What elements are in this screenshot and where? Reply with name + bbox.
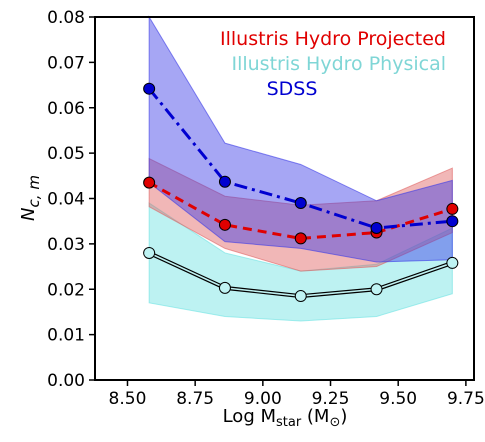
x-tick-label: 9.50 xyxy=(379,389,417,409)
x-ticks: 8.50 8.75 9.00 9.25 9.50 9.75 xyxy=(109,380,485,409)
point-illustris-hydro-projected xyxy=(143,176,156,189)
y-tick-label: 0.05 xyxy=(47,144,85,164)
point-illustris-hydro-physical xyxy=(370,283,383,296)
y-tick-label: 0.01 xyxy=(47,326,85,346)
point-illustris-hydro-projected xyxy=(294,232,307,245)
y-tick-label: 0.03 xyxy=(47,235,85,255)
point-sdss xyxy=(143,82,156,95)
legend-label-sdss: SDSS xyxy=(267,78,318,100)
x-tick-label: 9.25 xyxy=(312,389,350,409)
x-tick-label: 9.00 xyxy=(244,389,282,409)
point-illustris-hydro-physical xyxy=(218,281,231,294)
y-tick-label: 0.04 xyxy=(47,190,85,210)
legend-label-projected: Illustris Hydro Projected xyxy=(220,28,446,50)
point-illustris-hydro-physical xyxy=(143,246,156,259)
x-axis-label: Log Mstar (M⊙) xyxy=(223,406,348,430)
y-ticks: 0.00 0.01 0.02 0.03 0.04 0.05 0.06 0.07 0.08 xyxy=(47,8,95,391)
point-illustris-hydro-physical xyxy=(446,256,459,269)
y-tick-label: 0.08 xyxy=(47,8,85,28)
point-sdss xyxy=(446,215,459,228)
x-tick-label: 9.75 xyxy=(447,389,485,409)
y-tick-label: 0.07 xyxy=(47,53,85,73)
legend: Illustris Hydro Projected Illustris Hydr… xyxy=(220,28,446,100)
x-tick-label: 8.75 xyxy=(176,389,214,409)
point-illustris-hydro-projected xyxy=(218,218,231,231)
point-sdss xyxy=(370,221,383,234)
point-illustris-hydro-physical xyxy=(294,290,307,303)
point-sdss xyxy=(218,175,231,188)
y-axis-label: Nc, m xyxy=(18,175,43,221)
line-sdss xyxy=(147,87,453,230)
markers-layer xyxy=(143,82,459,303)
x-tick-label: 8.50 xyxy=(109,389,147,409)
y-tick-label: 0.02 xyxy=(47,280,85,300)
y-tick-label: 0.06 xyxy=(47,99,85,119)
y-tick-label: 0.00 xyxy=(47,371,85,391)
point-illustris-hydro-projected xyxy=(446,202,459,215)
legend-label-physical: Illustris Hydro Physical xyxy=(231,53,446,75)
point-sdss xyxy=(294,197,307,210)
